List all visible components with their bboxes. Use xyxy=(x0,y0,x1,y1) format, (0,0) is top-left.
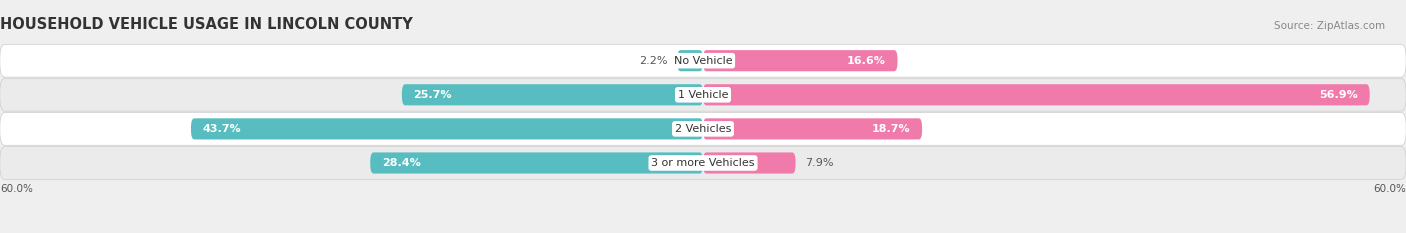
FancyBboxPatch shape xyxy=(703,152,796,174)
FancyBboxPatch shape xyxy=(402,84,703,105)
FancyBboxPatch shape xyxy=(703,118,922,140)
FancyBboxPatch shape xyxy=(191,118,703,140)
FancyBboxPatch shape xyxy=(0,44,1406,77)
FancyBboxPatch shape xyxy=(0,113,1406,145)
Legend: Owner-occupied, Renter-occupied: Owner-occupied, Renter-occupied xyxy=(588,230,818,233)
Text: 7.9%: 7.9% xyxy=(806,158,834,168)
Text: 16.6%: 16.6% xyxy=(846,56,886,66)
Text: 60.0%: 60.0% xyxy=(0,184,32,194)
Text: 2 Vehicles: 2 Vehicles xyxy=(675,124,731,134)
Text: 25.7%: 25.7% xyxy=(413,90,453,100)
Text: No Vehicle: No Vehicle xyxy=(673,56,733,66)
Text: 56.9%: 56.9% xyxy=(1319,90,1358,100)
Text: HOUSEHOLD VEHICLE USAGE IN LINCOLN COUNTY: HOUSEHOLD VEHICLE USAGE IN LINCOLN COUNT… xyxy=(0,17,413,32)
FancyBboxPatch shape xyxy=(370,152,703,174)
FancyBboxPatch shape xyxy=(678,50,703,71)
Text: 2.2%: 2.2% xyxy=(640,56,668,66)
FancyBboxPatch shape xyxy=(0,147,1406,179)
Text: 3 or more Vehicles: 3 or more Vehicles xyxy=(651,158,755,168)
FancyBboxPatch shape xyxy=(703,50,897,71)
Text: 43.7%: 43.7% xyxy=(202,124,242,134)
Text: 28.4%: 28.4% xyxy=(382,158,420,168)
FancyBboxPatch shape xyxy=(703,84,1369,105)
Text: Source: ZipAtlas.com: Source: ZipAtlas.com xyxy=(1274,21,1385,31)
Text: 60.0%: 60.0% xyxy=(1374,184,1406,194)
Text: 1 Vehicle: 1 Vehicle xyxy=(678,90,728,100)
FancyBboxPatch shape xyxy=(0,79,1406,111)
Text: 18.7%: 18.7% xyxy=(872,124,911,134)
